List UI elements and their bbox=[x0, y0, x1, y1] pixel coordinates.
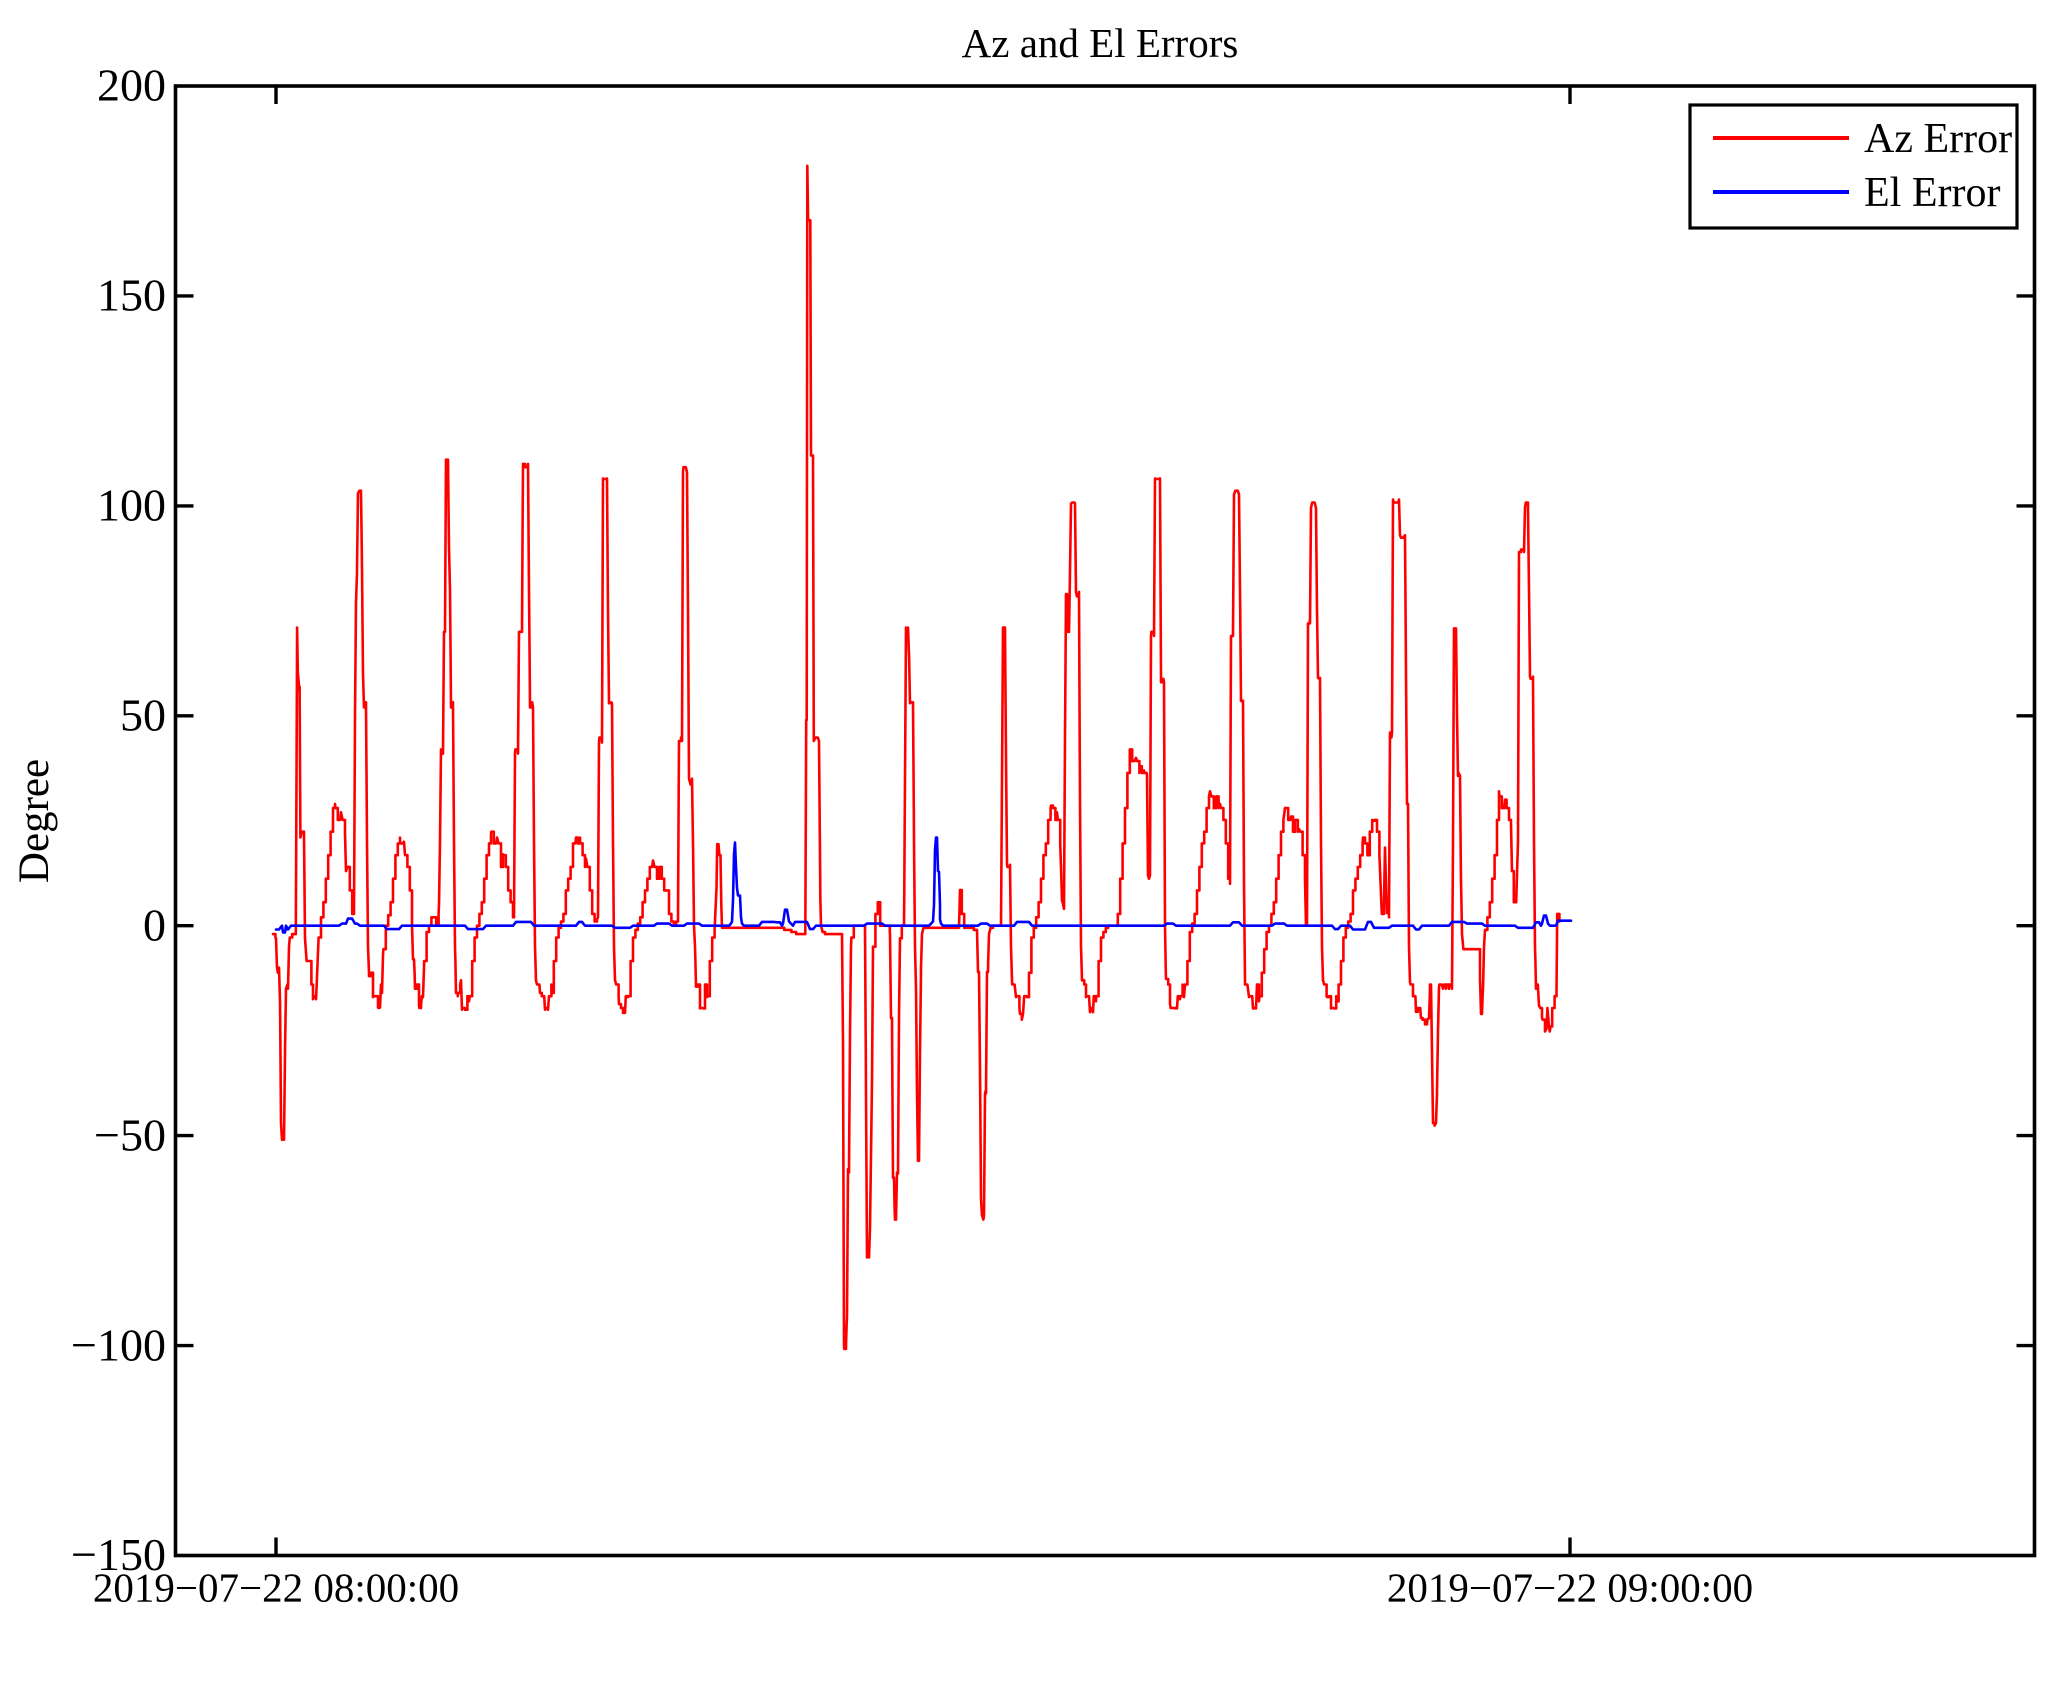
svg-text:El Error: El Error bbox=[1864, 170, 2000, 216]
svg-text:2019−07−22 08:00:00: 2019−07−22 08:00:00 bbox=[93, 1565, 459, 1611]
svg-text:2019−07−22 09:00:00: 2019−07−22 09:00:00 bbox=[1387, 1565, 1753, 1611]
svg-text:200: 200 bbox=[97, 60, 166, 111]
svg-text:100: 100 bbox=[97, 480, 166, 531]
svg-text:50: 50 bbox=[120, 690, 166, 741]
svg-text:Az and El Errors: Az and El Errors bbox=[962, 20, 1239, 66]
svg-text:150: 150 bbox=[97, 270, 166, 321]
svg-text:−100: −100 bbox=[71, 1319, 166, 1370]
svg-text:0: 0 bbox=[143, 899, 166, 950]
svg-text:−150: −150 bbox=[71, 1529, 166, 1580]
svg-text:Degree: Degree bbox=[11, 759, 58, 883]
svg-text:Az Error: Az Error bbox=[1864, 116, 2012, 162]
svg-text:−50: −50 bbox=[94, 1109, 166, 1160]
